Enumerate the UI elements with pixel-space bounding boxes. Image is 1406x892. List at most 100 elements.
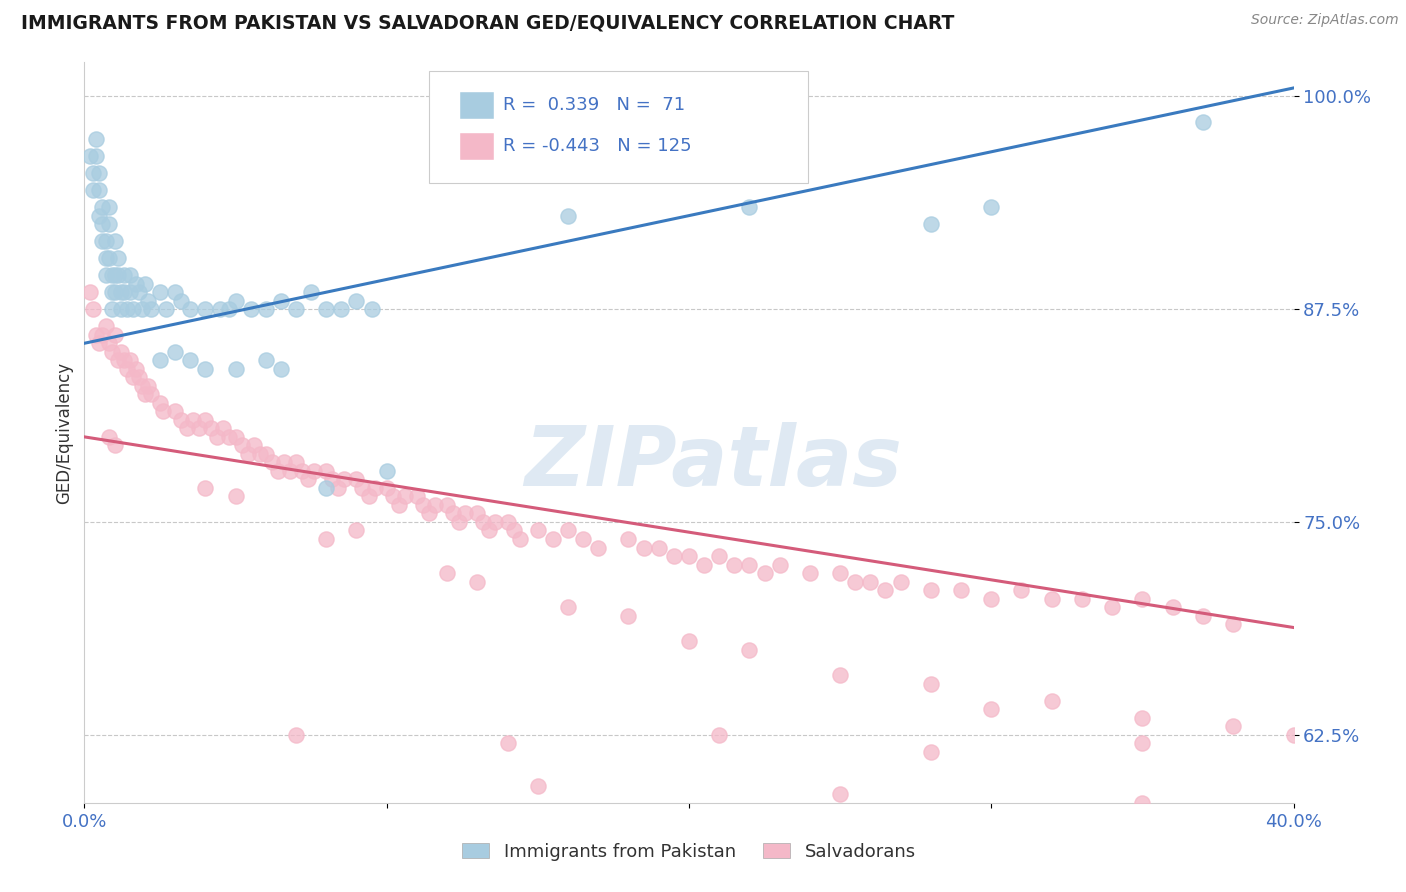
Point (1040, 591, 1063, 606)
Point (394, 490, 416, 504)
Point (1011, 582, 1033, 597)
Point (260, 455, 283, 469)
Point (412, 498, 434, 512)
Point (302, 464, 325, 478)
Point (94, 268, 117, 283)
Point (738, 200, 761, 214)
Point (231, 438, 253, 452)
Point (115, 361, 138, 376)
Point (100, 285, 122, 300)
Point (100, 302, 122, 317)
Point (441, 507, 464, 521)
Point (844, 574, 866, 589)
Point (315, 302, 337, 317)
Point (207, 430, 229, 444)
Point (406, 490, 429, 504)
Text: ZIPatlas: ZIPatlas (524, 422, 903, 503)
Point (86, 132, 108, 146)
Point (346, 524, 368, 538)
Point (920, 676, 942, 690)
Point (890, 574, 912, 589)
Point (91, 200, 114, 214)
Point (527, 779, 550, 793)
Point (352, 481, 374, 495)
Point (200, 421, 222, 435)
Point (1130, 796, 1153, 810)
Point (97, 200, 120, 214)
Point (152, 404, 174, 418)
Legend: Immigrants from Pakistan, Salvadorans: Immigrants from Pakistan, Salvadorans (456, 836, 922, 868)
Point (830, 566, 852, 580)
Point (1130, 591, 1153, 606)
Point (110, 302, 132, 317)
Point (330, 302, 353, 317)
Point (149, 285, 172, 300)
Point (97, 430, 120, 444)
Point (273, 455, 295, 469)
Point (1071, 591, 1094, 606)
Point (188, 421, 211, 435)
Point (121, 302, 143, 317)
Point (194, 361, 217, 376)
Point (212, 421, 235, 435)
Point (662, 549, 685, 563)
Point (107, 251, 129, 265)
Point (1192, 608, 1215, 623)
Point (693, 558, 716, 572)
Text: IMMIGRANTS FROM PAKISTAN VS SALVADORAN GED/EQUIVALENCY CORRELATION CHART: IMMIGRANTS FROM PAKISTAN VS SALVADORAN G… (21, 13, 955, 32)
Text: R = -0.443   N = 125: R = -0.443 N = 125 (503, 137, 692, 155)
Point (100, 268, 122, 283)
Point (270, 293, 292, 308)
Point (484, 515, 506, 529)
Point (131, 379, 153, 393)
Point (357, 490, 380, 504)
Point (94, 234, 117, 248)
Point (91, 327, 114, 342)
Point (104, 327, 127, 342)
Point (179, 302, 201, 317)
Point (315, 532, 337, 546)
Point (209, 302, 232, 317)
Point (436, 566, 458, 580)
Point (333, 472, 356, 486)
Point (363, 481, 385, 495)
Point (496, 515, 519, 529)
Point (112, 353, 135, 368)
Point (297, 472, 319, 486)
Point (79, 149, 101, 163)
Point (131, 302, 153, 317)
Point (82, 183, 104, 197)
Point (557, 600, 579, 615)
Point (139, 387, 162, 401)
Point (980, 200, 1002, 214)
Point (467, 507, 489, 521)
Point (1130, 711, 1153, 725)
Point (291, 464, 314, 478)
Point (104, 268, 127, 283)
Y-axis label: GED/Equivalency: GED/Equivalency (55, 361, 73, 504)
Point (799, 566, 821, 580)
Point (249, 447, 271, 461)
Point (678, 634, 700, 648)
Point (315, 464, 337, 478)
Point (436, 498, 458, 512)
Point (254, 353, 277, 368)
Text: Source: ZipAtlas.com: Source: ZipAtlas.com (1251, 13, 1399, 28)
Point (285, 728, 308, 742)
Point (236, 447, 259, 461)
Point (218, 430, 240, 444)
Point (139, 302, 162, 317)
Point (830, 787, 852, 801)
Point (136, 379, 159, 393)
Point (423, 498, 446, 512)
Point (388, 498, 411, 512)
Point (170, 293, 193, 308)
Point (315, 481, 337, 495)
Point (97, 251, 120, 265)
Point (89, 209, 111, 223)
Point (110, 285, 132, 300)
Point (285, 455, 308, 469)
Point (588, 541, 610, 555)
Point (82, 166, 104, 180)
Point (165, 404, 187, 418)
